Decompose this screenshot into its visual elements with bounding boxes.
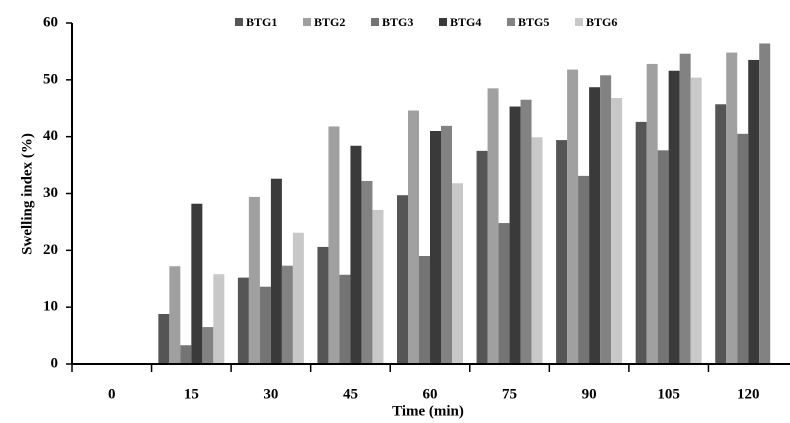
bar [259, 286, 271, 364]
x-tick-label: 30 [263, 386, 278, 402]
bar [339, 274, 351, 364]
y-tick-label: 50 [43, 71, 58, 87]
x-tick-label: 45 [343, 386, 358, 402]
bar [476, 150, 488, 364]
bar [715, 104, 727, 364]
bar [281, 265, 293, 364]
legend-label: BTG5 [518, 15, 549, 29]
bar [237, 277, 249, 364]
bar [397, 195, 408, 364]
bar [328, 126, 340, 364]
bar [578, 175, 590, 364]
bar [430, 130, 441, 364]
bar [589, 87, 601, 364]
bar [317, 246, 329, 364]
y-tick-label: 60 [43, 14, 58, 30]
x-tick-label: 60 [423, 386, 438, 402]
y-tick-label: 0 [51, 355, 59, 371]
bar [191, 203, 203, 364]
bar [759, 43, 771, 365]
x-axis-label: Time (min) [392, 403, 464, 419]
legend-label: BTG4 [450, 15, 481, 29]
bar [408, 110, 419, 364]
legend-swatch [235, 18, 243, 26]
bar [748, 59, 760, 365]
bar [531, 137, 543, 364]
legend-swatch [303, 18, 311, 26]
bar [498, 223, 510, 364]
legend-label: BTG6 [586, 15, 617, 29]
legend-label: BTG1 [246, 15, 277, 29]
bar [600, 75, 612, 364]
bar [657, 150, 669, 364]
bar [213, 274, 225, 364]
bar [158, 313, 170, 364]
x-tick-label: 105 [657, 386, 680, 402]
bar [441, 125, 452, 364]
bar [180, 345, 192, 364]
y-tick-label: 30 [43, 185, 58, 201]
legend-label: BTG3 [382, 15, 413, 29]
y-tick-label: 10 [43, 299, 58, 315]
x-tick-label: 15 [184, 386, 199, 402]
bar [248, 196, 260, 364]
bar [737, 133, 749, 364]
bar [292, 232, 304, 364]
y-tick-label: 40 [43, 128, 58, 144]
bar [668, 70, 680, 365]
legend-label: BTG2 [314, 15, 345, 29]
bar [202, 327, 214, 364]
bar [520, 99, 532, 364]
bar [567, 69, 579, 364]
x-tick-label: 75 [502, 386, 517, 402]
legend-swatch [439, 18, 447, 26]
x-tick-label: 120 [737, 386, 760, 402]
bar [679, 53, 691, 364]
bar [509, 106, 521, 365]
x-tick-label: 0 [108, 386, 116, 402]
bar [372, 209, 384, 364]
legend-swatch [575, 18, 583, 26]
bar [361, 180, 373, 364]
bar [726, 52, 738, 364]
bar [690, 77, 702, 364]
y-tick-label: 20 [43, 242, 58, 258]
bar [169, 266, 181, 364]
legend-swatch [371, 18, 379, 26]
bar [270, 178, 282, 364]
bar [556, 140, 568, 364]
y-axis-label: Swelling index (%) [19, 133, 35, 255]
x-tick-label: 90 [582, 386, 597, 402]
bar [452, 183, 463, 364]
bar [635, 121, 647, 364]
bar [646, 63, 658, 365]
bar [487, 88, 499, 364]
bar [611, 98, 623, 365]
bar [419, 256, 430, 364]
legend-swatch [507, 18, 515, 26]
bar [350, 145, 362, 364]
